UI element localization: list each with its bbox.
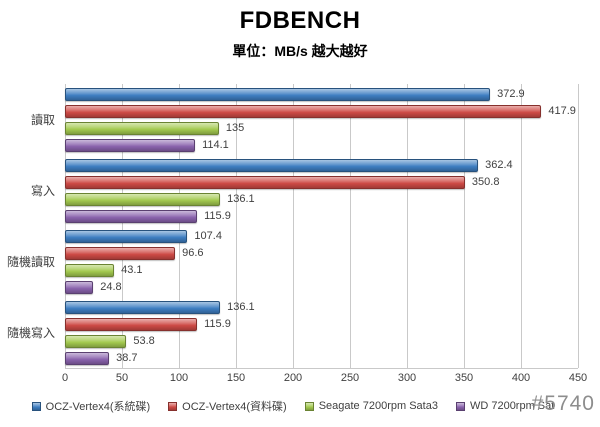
bar-group: 362.4 350.8 136.1 115.9 bbox=[65, 155, 578, 226]
bar bbox=[65, 87, 491, 101]
gridline bbox=[179, 84, 180, 368]
bar-value-label: 24.8 bbox=[100, 281, 122, 293]
bar-row: 417.9 bbox=[65, 104, 578, 118]
bar bbox=[65, 104, 542, 118]
bar-row: 53.8 bbox=[65, 334, 578, 348]
bar-group: 107.4 96.6 43.1 24.8 bbox=[65, 226, 578, 297]
bar-value-label: 136.1 bbox=[227, 301, 255, 313]
bar bbox=[65, 317, 198, 331]
bar-value-label: 362.4 bbox=[485, 159, 513, 171]
x-tick-label: 450 bbox=[568, 372, 588, 384]
gridline bbox=[65, 84, 66, 368]
bar-row: 115.9 bbox=[65, 209, 578, 223]
bar bbox=[65, 263, 115, 277]
legend-item: OCZ-Vertex4(資料碟) bbox=[168, 398, 287, 414]
bar-row: 136.1 bbox=[65, 192, 578, 206]
bar-value-label: 53.8 bbox=[133, 335, 155, 347]
legend-label: Seagate 7200rpm Sata3 bbox=[318, 400, 438, 412]
bar-row: 135 bbox=[65, 121, 578, 135]
plot-area: 372.9 417.9 135 114.1 362.4 350.8 136.1 115.9 10… bbox=[65, 84, 579, 369]
x-tick-label: 250 bbox=[340, 372, 360, 384]
x-tick-label: 300 bbox=[397, 372, 417, 384]
bar-value-label: 38.7 bbox=[116, 352, 138, 364]
chart-subtitle: 單位：MB/s 越大越好 bbox=[232, 43, 368, 59]
bar-row: 96.6 bbox=[65, 246, 578, 260]
x-tick-label: 350 bbox=[454, 372, 474, 384]
bar-value-label: 114.1 bbox=[202, 139, 229, 151]
bar bbox=[65, 175, 465, 189]
bar-value-label: 372.9 bbox=[497, 88, 525, 100]
bar-value-label: 96.6 bbox=[182, 247, 204, 259]
gridline bbox=[407, 84, 408, 368]
gridline bbox=[236, 84, 237, 368]
legend-item: OCZ-Vertex4(系統碟) bbox=[31, 398, 151, 414]
bar-group: 136.1 115.9 53.8 38.7 bbox=[65, 297, 578, 368]
bar bbox=[65, 229, 188, 243]
x-tick-label: 400 bbox=[511, 372, 531, 384]
bar-row: 115.9 bbox=[65, 317, 578, 331]
gridline bbox=[464, 84, 465, 368]
bar-value-label: 136.1 bbox=[227, 193, 255, 205]
chart-title: FDBENCH bbox=[239, 7, 361, 34]
bar-row: 43.1 bbox=[65, 263, 578, 277]
bar-row: 24.8 bbox=[65, 280, 578, 294]
bar-row: 114.1 bbox=[65, 138, 578, 152]
x-tick-label: 0 bbox=[61, 372, 69, 384]
bar-row: 136.1 bbox=[65, 300, 578, 314]
bar-value-label: 43.1 bbox=[121, 264, 143, 276]
bar-value-label: 115.9 bbox=[204, 318, 231, 330]
legend-swatch bbox=[31, 401, 41, 411]
bar bbox=[65, 300, 221, 314]
category-axis: 讀取寫入隨機讀取隨機寫入 bbox=[0, 84, 59, 368]
legend-label: WD 7200rpm Sat bbox=[469, 400, 555, 412]
bar bbox=[65, 246, 176, 260]
gridline bbox=[293, 84, 294, 368]
x-tick-label: 50 bbox=[115, 372, 129, 384]
bar bbox=[65, 209, 198, 223]
bar bbox=[65, 158, 479, 172]
bar bbox=[65, 280, 94, 294]
category-label: 隨機寫入 bbox=[6, 326, 55, 340]
bar bbox=[65, 192, 221, 206]
gridline bbox=[578, 84, 579, 368]
bar-row: 38.7 bbox=[65, 351, 578, 365]
legend: OCZ-Vertex4(系統碟) OCZ-Vertex4(資料碟) Seagate … bbox=[0, 398, 586, 414]
x-axis: 0 50 100 150 200 250 300 350 400 450 bbox=[61, 372, 587, 387]
legend-swatch bbox=[168, 401, 178, 411]
legend-label: OCZ-Vertex4(資料碟) bbox=[182, 401, 287, 413]
legend-item: Seagate 7200rpm Sata3 bbox=[304, 400, 438, 412]
category-label: 隨機讀取 bbox=[6, 255, 55, 269]
legend-item: WD 7200rpm Sat bbox=[455, 400, 555, 412]
bar-value-label: 350.8 bbox=[471, 176, 500, 188]
legend-swatch bbox=[304, 401, 314, 411]
bar-group: 372.9 417.9 135 114.1 bbox=[65, 84, 578, 155]
legend-label: OCZ-Vertex4(系統碟) bbox=[45, 401, 151, 413]
bar bbox=[65, 351, 110, 365]
gridline bbox=[350, 84, 351, 368]
x-tick-label: 150 bbox=[226, 372, 246, 384]
x-tick-label: 200 bbox=[283, 372, 303, 384]
bar-groups: 372.9 417.9 135 114.1 362.4 350.8 136.1 115.9 10… bbox=[65, 84, 578, 368]
bar-row: 107.4 bbox=[65, 229, 578, 243]
gridline bbox=[521, 84, 522, 368]
x-tick-label: 100 bbox=[169, 372, 189, 384]
bar bbox=[65, 121, 219, 135]
category-label: 寫入 bbox=[30, 184, 55, 198]
watermark: #5740 bbox=[531, 392, 595, 415]
bar-row: 350.8 bbox=[65, 175, 578, 189]
bar bbox=[65, 138, 196, 152]
bar-value-label: 135 bbox=[225, 122, 245, 134]
bar-value-label: 107.4 bbox=[194, 230, 222, 242]
bar-value-label: 417.9 bbox=[548, 105, 576, 117]
gridline bbox=[122, 84, 123, 368]
bar bbox=[65, 334, 127, 348]
legend-swatch bbox=[455, 401, 465, 411]
category-label: 讀取 bbox=[30, 113, 55, 127]
bar-row: 372.9 bbox=[65, 87, 578, 101]
bar-value-label: 115.9 bbox=[204, 210, 231, 222]
bar-row: 362.4 bbox=[65, 158, 578, 172]
